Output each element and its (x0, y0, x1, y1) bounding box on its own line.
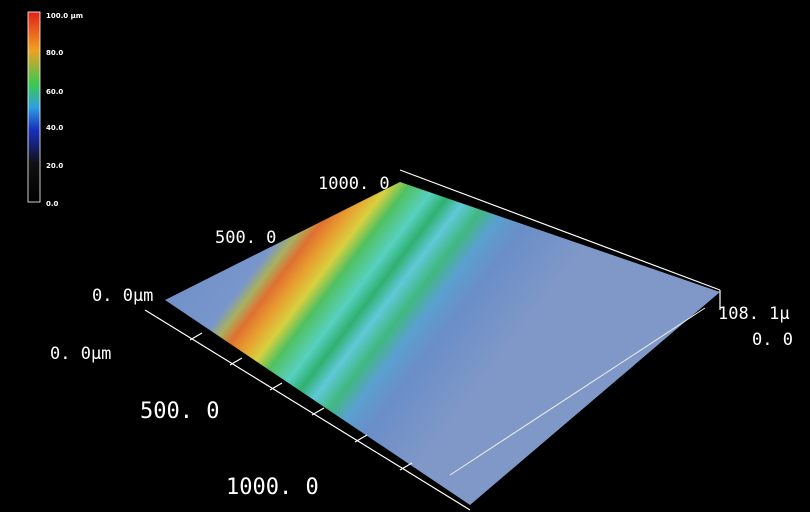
colorbar-label: 60.0 (46, 88, 63, 96)
colorbar-label: 80.0 (46, 49, 63, 57)
colorbar-label: 40.0 (46, 124, 63, 132)
back-axis-label: 500. 0 (215, 228, 276, 248)
height-axis-label: 108. 1µ (718, 304, 790, 324)
colorbar-label: 100.0 µm (46, 12, 83, 20)
surface-view: 100.0 µm 80.0 60.0 40.0 20.0 0.0 1000. 0… (0, 0, 810, 512)
back-axis-label: 1000. 0 (318, 174, 390, 194)
front-axis-label: 0. 0µm (50, 344, 111, 364)
colorbar-label: 0.0 (46, 200, 59, 208)
height-axis-label: 0. 0 (752, 330, 793, 350)
front-axis-label: 1000. 0 (226, 475, 319, 500)
front-axis-label: 500. 0 (140, 399, 219, 424)
back-axis-label: 0. 0µm (92, 286, 153, 306)
colorbar-label: 20.0 (46, 162, 63, 170)
colorbar (28, 12, 40, 202)
